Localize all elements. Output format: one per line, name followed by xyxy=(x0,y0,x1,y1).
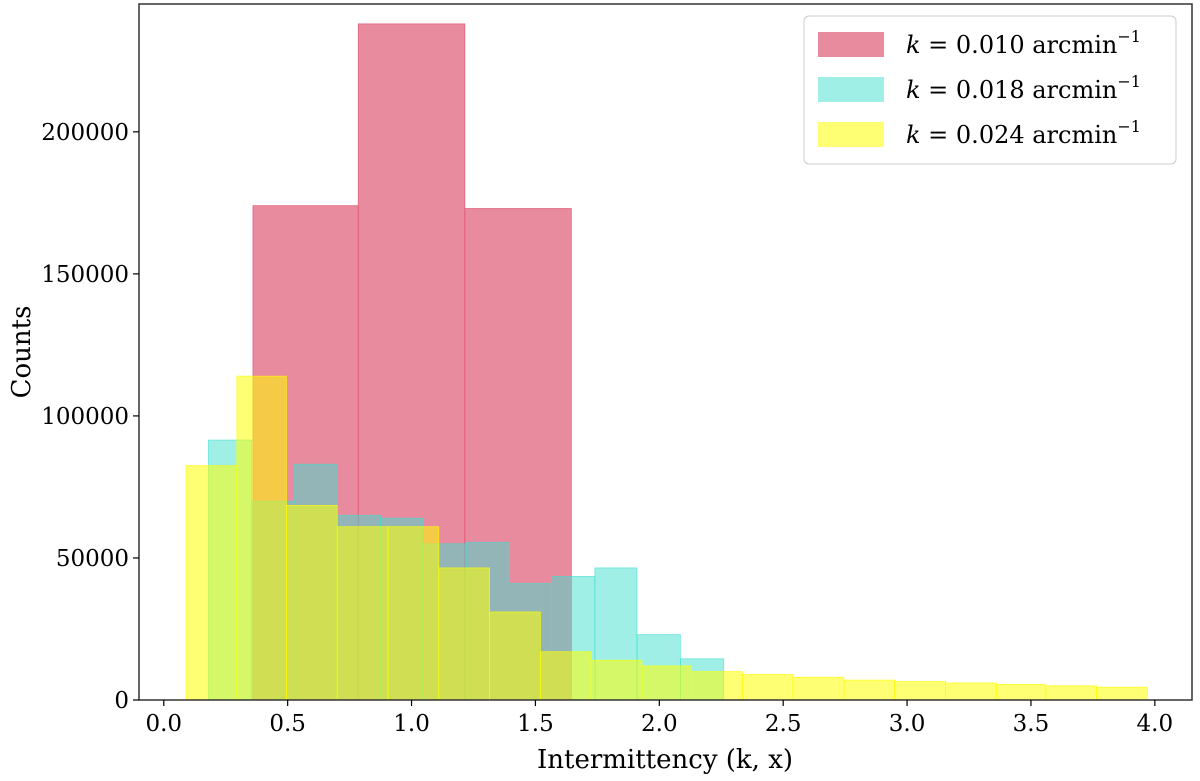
y-tick-label: 100000 xyxy=(41,404,129,430)
legend-swatch xyxy=(818,32,884,57)
y-tick-label: 150000 xyxy=(41,262,129,288)
legend-swatch xyxy=(818,122,884,147)
x-tick-label: 3.5 xyxy=(1013,711,1050,737)
x-tick-label: 2.5 xyxy=(765,711,802,737)
legend-swatch xyxy=(818,77,884,102)
histogram-bar-series-3 xyxy=(387,526,440,701)
legend-box xyxy=(803,15,1177,165)
histogram-bar-series-3 xyxy=(792,676,845,701)
legend-label: k = 0.018 arcmin−1 xyxy=(906,72,1141,104)
legend: k = 0.010 arcmin−1 k = 0.018 arcmin−1 k = … xyxy=(803,15,1177,165)
y-axis-label: Counts xyxy=(7,306,37,399)
x-tick-label: 0.0 xyxy=(145,711,182,737)
histogram-bar-series-3 xyxy=(843,679,896,701)
histogram-bar-series-3 xyxy=(1096,686,1148,701)
legend-label: k = 0.024 arcmin−1 xyxy=(906,117,1141,149)
histogram-bars xyxy=(185,23,1148,701)
histogram-bar-series-3 xyxy=(995,683,1047,701)
plot-frame xyxy=(138,3,1193,701)
x-axis-label: Intermittency (k, x) xyxy=(537,745,793,775)
x-axis-ticks: 0.0 0.5 1.0 1.5 2.0 2.5 3.0 3.5 4.0 xyxy=(145,700,1173,737)
histogram-bar-series-3 xyxy=(185,465,238,701)
histogram-bar-series-3 xyxy=(286,505,338,701)
histogram-bar-series-3 xyxy=(894,681,946,701)
histogram-bar-series-3 xyxy=(945,682,997,701)
x-tick-label: 1.5 xyxy=(517,711,554,737)
histogram-bar-series-3 xyxy=(1045,685,1098,701)
x-tick-label: 4.0 xyxy=(1137,711,1174,737)
histogram-bar-series-3 xyxy=(590,659,643,701)
histogram-bar-series-3 xyxy=(741,674,794,701)
histogram-bar-series-3 xyxy=(489,611,541,701)
histogram-bar-series-3 xyxy=(336,526,389,701)
y-tick-label: 50000 xyxy=(56,546,129,572)
legend-label: k = 0.010 arcmin−1 xyxy=(906,27,1141,59)
histogram-bar-series-3 xyxy=(438,567,490,701)
histogram-bar-series-3 xyxy=(236,375,287,701)
histogram-bar-series-3 xyxy=(539,651,592,701)
x-tick-label: 3.0 xyxy=(889,711,926,737)
y-tick-label: 0 xyxy=(114,688,129,714)
histogram-bar-series-3 xyxy=(641,665,692,701)
y-axis-ticks: 0 50000 100000 150000 200000 xyxy=(41,120,139,714)
y-tick-label: 200000 xyxy=(41,120,129,146)
x-tick-label: 1.0 xyxy=(393,711,430,737)
histogram-bar-series-3 xyxy=(691,671,743,701)
x-tick-label: 2.0 xyxy=(641,711,678,737)
x-tick-label: 0.5 xyxy=(269,711,306,737)
